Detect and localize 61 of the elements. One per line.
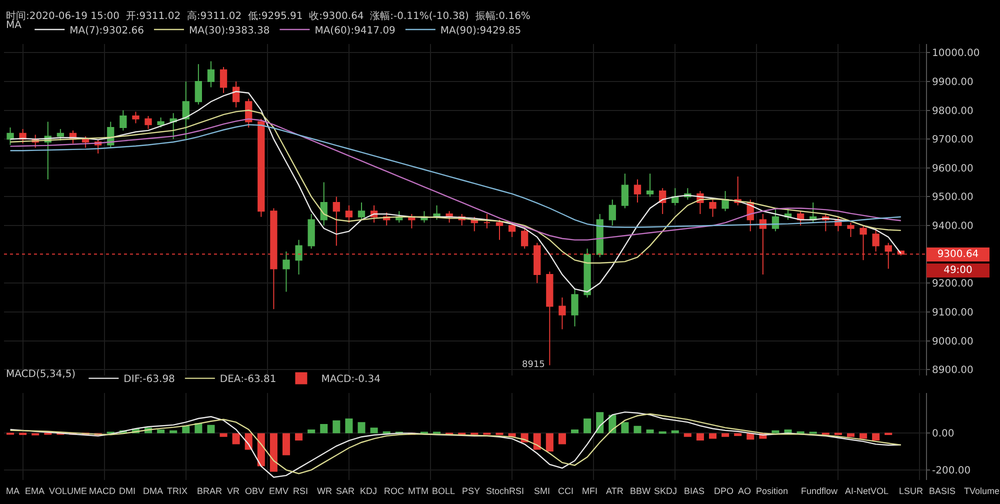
y-tick-label: 9800.00 [932,106,974,117]
text: SMI [534,486,550,496]
y-tick-label: 9500.00 [932,192,974,204]
text: BIAS [684,486,705,496]
legend-title: MACD(5,34,5) [6,368,76,380]
ref-line-label: 9300.64 [937,249,979,260]
legend-label: MA(7):9302.66 [70,25,144,36]
text: MACD [89,486,116,496]
text: VOLUME [49,486,88,496]
text: BOLL [432,486,456,496]
text: AI-NetVOL [845,486,889,496]
text: DMA [143,486,163,496]
text: 49:00 [944,265,972,276]
annotation: 8915 [522,360,545,370]
text: BRAR [197,486,223,496]
text: AO [738,486,752,496]
y-tick-label: 9100.00 [932,307,974,318]
text: TRIX [167,486,188,496]
y-tick-label: 9900.00 [932,76,974,88]
chart-title: 时间:2020-06-19 15:00 开:9311.02 高:9311.02 低:9295.91 收:9300.64 涨幅:-0.11%(-10.38) 振幅:0.16% [6,10,530,22]
y-tick-label: 9400.00 [932,221,974,232]
y-tick-label: 10000.00 [932,48,980,60]
text: DMI [119,486,136,496]
text: MFI [582,486,598,496]
text: BASIS [929,486,956,496]
legend-label: DEA:-63.81 [220,374,276,386]
text: CCI [558,486,574,496]
text: PSY [462,486,480,496]
legend-label: DIF:-63.98 [124,374,175,386]
y-tick-label: 9700.00 [932,134,974,146]
text: KDJ [360,486,378,496]
text: MA [6,486,20,496]
text: DPO [714,486,734,496]
text: BBW [630,486,652,496]
text: SKDJ [654,486,678,496]
text: ROC [384,486,404,496]
y-tick-label: 0.00 [932,428,954,440]
text: SAR [336,486,356,496]
text: Fundflow [801,486,838,496]
legend-label: MA(60):9417.09 [314,25,396,36]
y-tick-label: 9200.00 [932,278,974,290]
y-tick-label: 9000.00 [932,336,974,348]
text: MTM [408,486,428,496]
text: OBV [245,486,264,496]
text: ATR [606,486,624,496]
y-tick-label: -200.00 [932,465,971,476]
text: RSI [293,486,308,496]
legend-label: MA(90):9429.85 [440,25,522,36]
text: VR [227,486,240,496]
y-tick-label: 8900.00 [932,365,974,376]
text: StochRSI [486,486,524,496]
legend-label: MACD:-0.34 [321,374,380,386]
text: Position [756,486,788,496]
y-tick-label: 9600.00 [932,163,974,174]
text: TVolume [964,486,1000,496]
text: EMV [269,486,289,496]
legend-title: MA [6,20,22,31]
legend-label: MA(30):9383.38 [188,25,270,36]
text: EMA [25,486,45,496]
text: LSUR [899,486,924,496]
text: WR [317,486,332,496]
